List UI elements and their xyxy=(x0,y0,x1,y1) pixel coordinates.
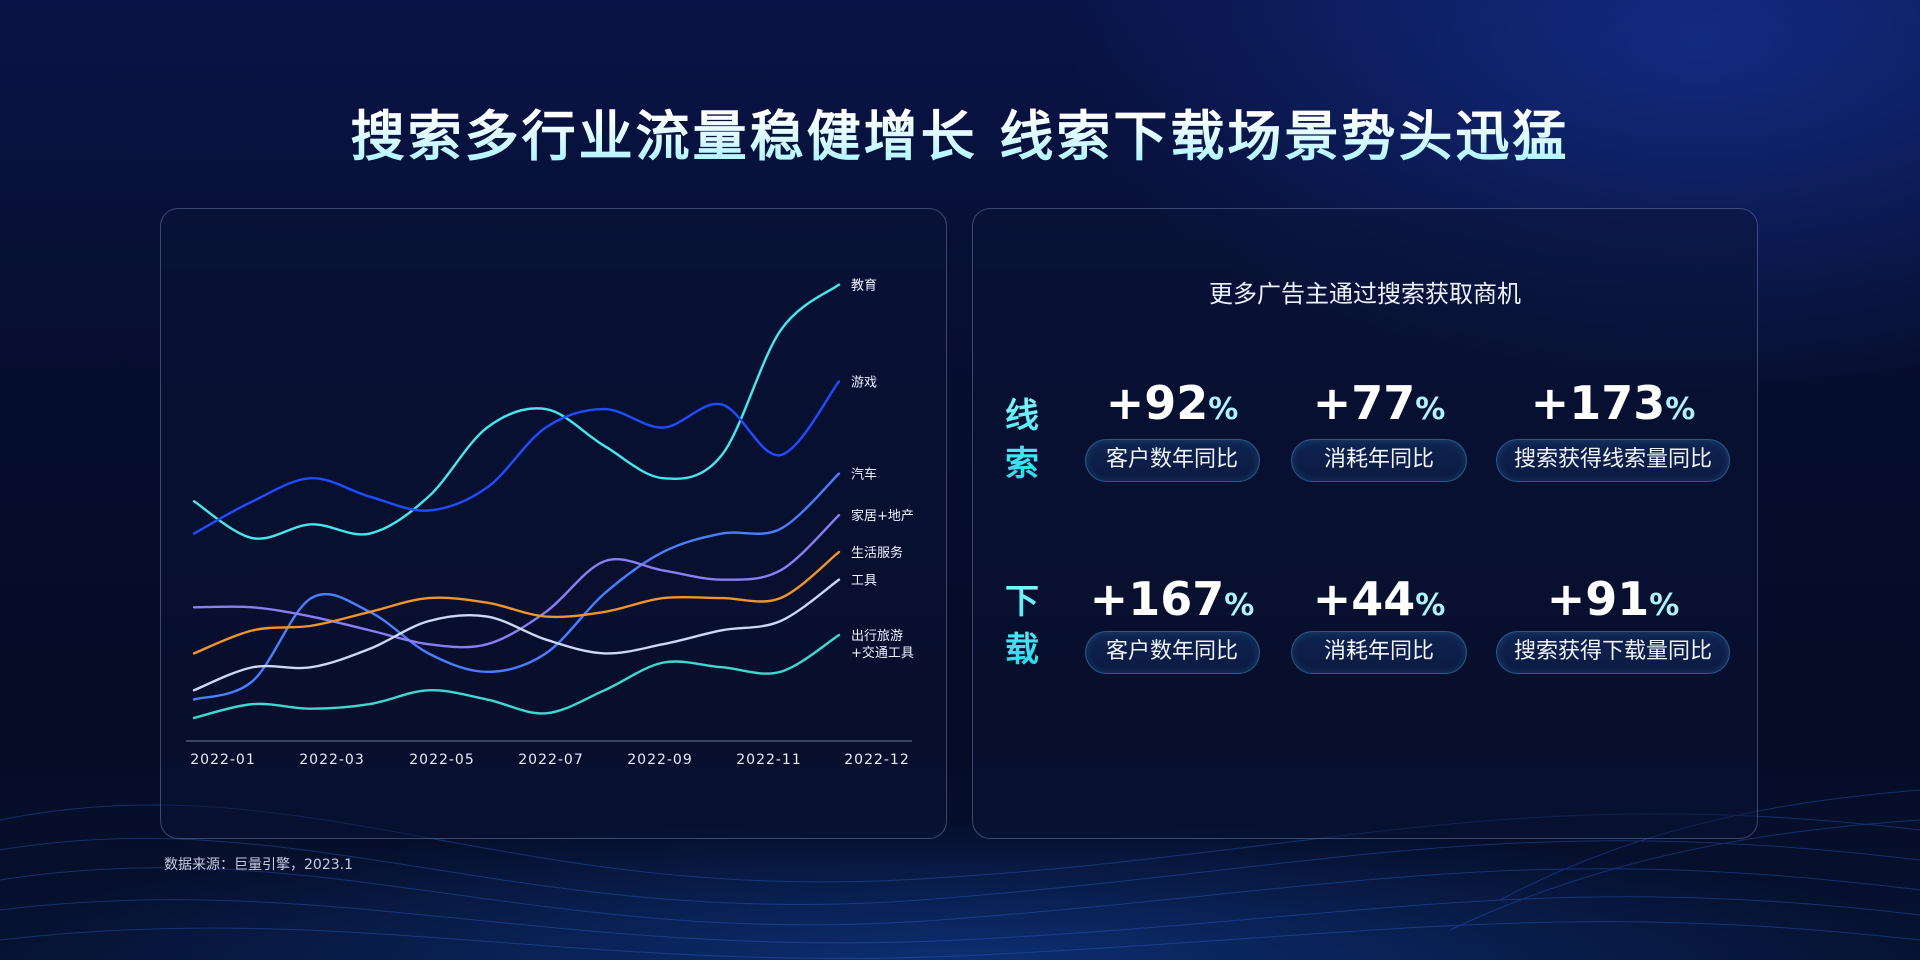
stat-label-pill: 客户数年同比 xyxy=(1084,631,1260,674)
x-tick-label: 2022-01 xyxy=(190,752,256,768)
series-line xyxy=(192,380,841,535)
series-label: 教育 xyxy=(851,278,877,294)
stat-unit: % xyxy=(1649,588,1680,623)
series-label: 工具 xyxy=(851,574,877,589)
stat-label-pill: 搜索获得线索量同比 xyxy=(1496,439,1730,482)
stat-value: +91% xyxy=(1483,574,1743,631)
stat-number: +44 xyxy=(1312,572,1416,626)
series-label: 出行旅游 xyxy=(851,629,903,644)
x-tick-label: 2022-07 xyxy=(518,752,584,768)
series-label: 家居+地产 xyxy=(851,508,914,524)
stat-label-pill: 消耗年同比 xyxy=(1291,631,1467,674)
series-line xyxy=(192,513,841,649)
series-label: 生活服务 xyxy=(851,545,903,561)
series-line xyxy=(192,550,841,655)
stat-label-pill: 搜索获得下载量同比 xyxy=(1496,631,1730,674)
series-line xyxy=(192,578,841,692)
series-label: +交通工具 xyxy=(851,645,914,661)
stat-unit: % xyxy=(1224,588,1255,623)
stat-number: +92 xyxy=(1105,376,1209,430)
series-label: 游戏 xyxy=(851,375,877,390)
series-label: 汽车 xyxy=(851,467,877,483)
series-line xyxy=(192,283,841,540)
stat-label-pill: 客户数年同比 xyxy=(1084,439,1260,482)
stat-value: +92% xyxy=(1042,378,1302,435)
stat-value: +44% xyxy=(1249,574,1509,631)
x-tick-label: 2022-12 xyxy=(844,752,910,768)
x-tick-label: 2022-03 xyxy=(299,752,365,768)
stat-value: +77% xyxy=(1249,378,1509,435)
stat-label-pill: 消耗年同比 xyxy=(1291,439,1467,482)
page-title: 搜索多行业流量稳健增长 线索下载场景势头迅猛 xyxy=(0,92,1920,171)
stats-panel xyxy=(972,208,1758,839)
stat-value: +167% xyxy=(1042,574,1302,631)
stat-number: +173 xyxy=(1530,376,1666,430)
data-source: 数据来源：巨量引擎，2023.1 xyxy=(164,857,353,873)
stat-unit: % xyxy=(1415,588,1446,623)
series-line xyxy=(192,633,841,720)
stat-unit: % xyxy=(1208,392,1239,427)
series-line xyxy=(192,472,841,701)
stat-number: +77 xyxy=(1312,376,1416,430)
x-tick-label: 2022-09 xyxy=(627,752,693,768)
x-tick-label: 2022-11 xyxy=(736,752,802,768)
chart-panel xyxy=(160,208,947,839)
stat-number: +91 xyxy=(1546,572,1650,626)
stat-unit: % xyxy=(1415,392,1446,427)
row-label-downloads: 下载 xyxy=(1002,578,1042,674)
stat-unit: % xyxy=(1665,392,1696,427)
row-label-leads: 线索 xyxy=(1002,392,1042,488)
stat-number: +167 xyxy=(1089,572,1225,626)
stat-value: +173% xyxy=(1483,378,1743,435)
stats-subtitle: 更多广告主通过搜索获取商机 xyxy=(1209,280,1521,308)
x-tick-label: 2022-05 xyxy=(409,752,475,768)
